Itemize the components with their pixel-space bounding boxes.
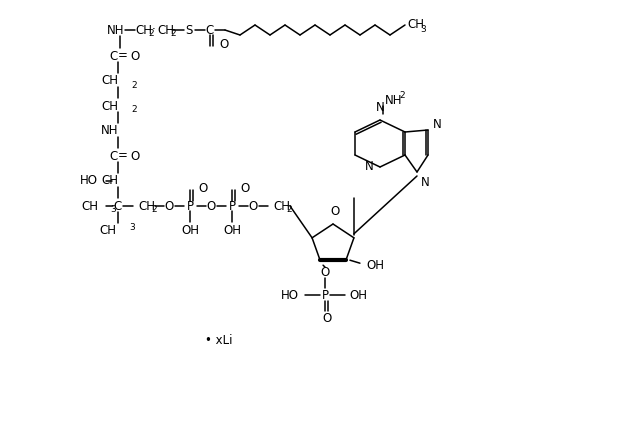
Text: OH: OH: [223, 225, 241, 238]
Text: • xLi: • xLi: [205, 334, 232, 346]
Text: O: O: [198, 181, 207, 195]
Text: NH: NH: [100, 124, 118, 138]
Text: O: O: [321, 266, 330, 279]
Text: 2: 2: [170, 29, 175, 38]
Text: ·: ·: [152, 23, 156, 37]
Text: O: O: [323, 312, 332, 325]
Text: 2: 2: [131, 106, 136, 115]
Text: C: C: [109, 150, 118, 162]
Text: HO: HO: [281, 289, 299, 302]
Text: CH: CH: [99, 225, 116, 238]
Text: O: O: [206, 199, 216, 213]
Text: =: =: [118, 49, 128, 63]
Text: N: N: [433, 118, 442, 132]
Text: OH: OH: [181, 225, 199, 238]
Text: O: O: [130, 49, 140, 63]
Text: 3: 3: [420, 25, 426, 34]
Text: HO: HO: [80, 175, 98, 187]
Text: OH: OH: [366, 259, 384, 272]
Text: CH: CH: [407, 18, 424, 32]
Text: 2: 2: [151, 205, 157, 215]
Text: 2: 2: [286, 205, 292, 215]
Text: O: O: [240, 181, 249, 195]
Text: O: O: [219, 37, 228, 51]
Text: P: P: [321, 289, 328, 302]
Text: 3: 3: [129, 222, 135, 231]
Text: N: N: [376, 101, 385, 114]
Text: P: P: [228, 199, 236, 213]
Text: 2: 2: [399, 92, 404, 101]
Text: O: O: [164, 199, 173, 213]
Text: C: C: [206, 23, 214, 37]
Text: CH: CH: [101, 100, 118, 112]
Text: O: O: [248, 199, 258, 213]
Text: =: =: [118, 150, 128, 162]
Text: CH: CH: [81, 199, 98, 213]
Text: OH: OH: [349, 289, 367, 302]
Text: CH: CH: [135, 23, 152, 37]
Text: S: S: [186, 23, 193, 37]
Text: N: N: [365, 161, 374, 173]
Text: N: N: [421, 176, 429, 189]
Text: 3: 3: [110, 205, 116, 215]
Text: CH: CH: [138, 199, 155, 213]
Text: O: O: [130, 150, 140, 162]
Text: 2: 2: [148, 29, 154, 38]
Text: C: C: [109, 49, 118, 63]
Text: C: C: [114, 199, 122, 213]
Text: CH: CH: [273, 199, 290, 213]
Text: 2: 2: [131, 81, 136, 89]
Text: CH: CH: [101, 75, 118, 87]
Text: CH: CH: [101, 175, 118, 187]
Text: NH: NH: [385, 93, 403, 106]
Text: O: O: [330, 205, 340, 218]
Text: P: P: [186, 199, 193, 213]
Text: CH: CH: [157, 23, 174, 37]
Text: NH: NH: [107, 23, 125, 37]
